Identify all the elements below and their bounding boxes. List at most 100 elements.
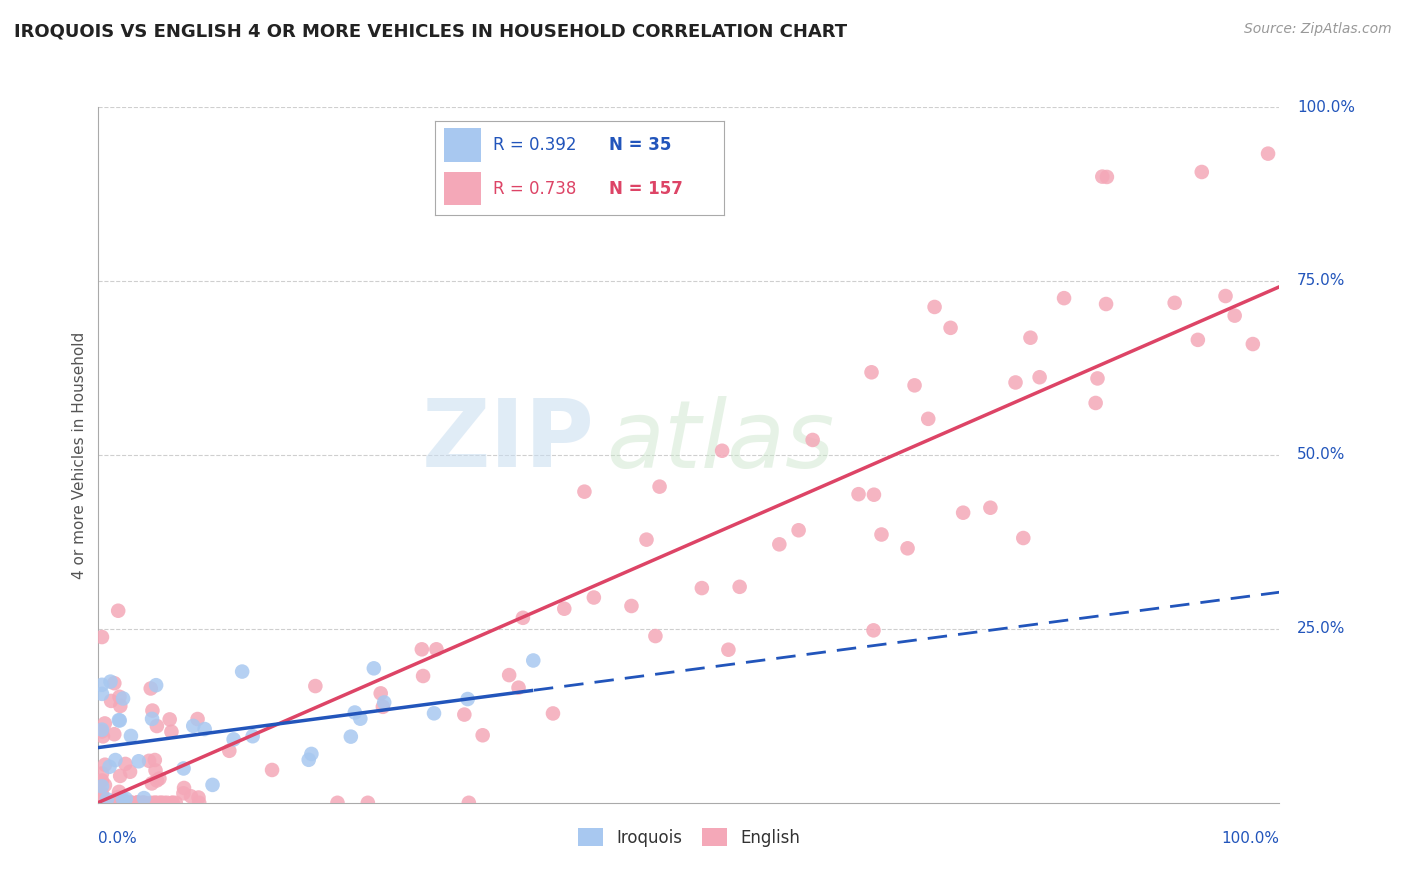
Point [91, 796, 114, 810]
Point [91, 796, 114, 810]
Point [870, 527, 893, 541]
Point [94, 796, 117, 810]
Point [114, 791, 136, 805]
Point [457, 796, 479, 810]
Point [425, 642, 447, 657]
Point [1095, 169, 1118, 184]
Point [91, 796, 114, 810]
Point [132, 796, 155, 810]
Point [173, 762, 195, 776]
Point [326, 796, 349, 810]
Point [91, 780, 114, 794]
Text: atlas: atlas [606, 395, 835, 486]
Point [423, 706, 446, 721]
Point [1012, 531, 1035, 545]
Point [939, 321, 962, 335]
Point [125, 796, 148, 810]
Point [373, 696, 395, 710]
Point [91, 790, 114, 805]
Point [146, 796, 169, 810]
Point [863, 488, 886, 502]
Point [181, 719, 204, 733]
Point [1191, 165, 1213, 179]
Point [91, 787, 114, 801]
Point [96, 792, 118, 806]
Point [134, 796, 156, 810]
Point [218, 744, 240, 758]
Point [110, 796, 132, 810]
Point [648, 480, 671, 494]
Point [108, 769, 131, 783]
Text: 50.0%: 50.0% [1298, 448, 1346, 462]
Point [522, 653, 544, 667]
Point [121, 796, 143, 810]
Point [162, 796, 184, 810]
Point [101, 796, 124, 810]
Point [146, 719, 169, 733]
Point [187, 712, 209, 726]
Point [128, 754, 150, 768]
Text: 100.0%: 100.0% [1298, 100, 1355, 114]
Point [115, 796, 138, 810]
Point [260, 763, 283, 777]
Point [91, 723, 114, 737]
Point [91, 795, 114, 809]
Point [173, 780, 195, 795]
Point [298, 753, 321, 767]
Point [498, 668, 520, 682]
Point [120, 796, 142, 810]
Point [357, 796, 380, 810]
Point [304, 679, 326, 693]
Point [162, 796, 184, 810]
Point [172, 786, 194, 800]
Point [108, 713, 131, 727]
Point [120, 729, 142, 743]
Point [1241, 337, 1264, 351]
Point [553, 601, 575, 615]
Point [91, 773, 114, 788]
Point [108, 690, 131, 704]
Point [149, 796, 172, 810]
Point [801, 433, 824, 447]
Point [100, 694, 122, 708]
Point [146, 773, 169, 788]
Point [201, 778, 224, 792]
Point [787, 523, 810, 537]
Point [1053, 291, 1076, 305]
Point [143, 796, 166, 810]
Point [96, 796, 118, 810]
Point [924, 300, 946, 314]
Point [98, 796, 121, 810]
Point [93, 796, 115, 810]
Point [91, 630, 114, 644]
Point [98, 796, 121, 810]
Point [728, 580, 751, 594]
Point [114, 756, 136, 771]
Point [860, 365, 883, 379]
Point [644, 629, 666, 643]
Point [541, 706, 564, 721]
Point [194, 722, 217, 736]
Point [114, 796, 136, 810]
Point [127, 796, 149, 810]
Point [1028, 370, 1050, 384]
Text: 0.0%: 0.0% [98, 830, 138, 846]
Point [862, 624, 884, 638]
Point [1019, 331, 1042, 345]
Point [363, 661, 385, 675]
Point [187, 790, 209, 805]
Point [91, 796, 114, 810]
Point [242, 729, 264, 743]
Point [107, 790, 129, 805]
Point [127, 796, 149, 810]
Point [114, 796, 136, 810]
Point [903, 378, 925, 392]
Point [896, 541, 918, 556]
Text: 75.0%: 75.0% [1298, 274, 1346, 288]
Point [299, 747, 322, 761]
Point [103, 676, 125, 690]
Point [104, 753, 127, 767]
Point [582, 591, 605, 605]
Point [145, 678, 167, 692]
Point [411, 642, 433, 657]
